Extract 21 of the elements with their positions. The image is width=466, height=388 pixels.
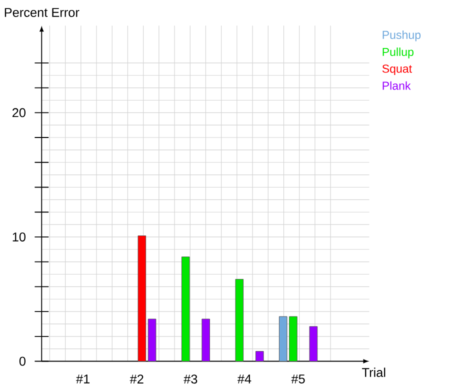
- y-tick-label: 0: [19, 356, 26, 366]
- bar: [256, 350, 264, 362]
- bar: [148, 318, 156, 362]
- bar: [181, 256, 190, 362]
- bar: [309, 326, 318, 362]
- text: Squat: [382, 64, 412, 75]
- text: Plank: [382, 81, 411, 90]
- y-tick-label: 10: [12, 232, 26, 242]
- x-tick-label: #2: [130, 374, 144, 384]
- bar: [202, 318, 210, 362]
- y-tick-label: 20: [12, 108, 26, 118]
- y-axis-title: Percent Error: [4, 8, 80, 17]
- x-tick-label: #3: [184, 374, 198, 384]
- x-tick-label: #1: [76, 374, 90, 384]
- bar: [138, 235, 146, 362]
- text: Pullup: [382, 47, 414, 58]
- x-tick-label: #5: [291, 374, 305, 384]
- x-axis-title: Trial: [362, 368, 386, 377]
- bar: [235, 278, 244, 362]
- text: Pushup: [382, 30, 421, 42]
- x-tick-label: #4: [237, 374, 252, 384]
